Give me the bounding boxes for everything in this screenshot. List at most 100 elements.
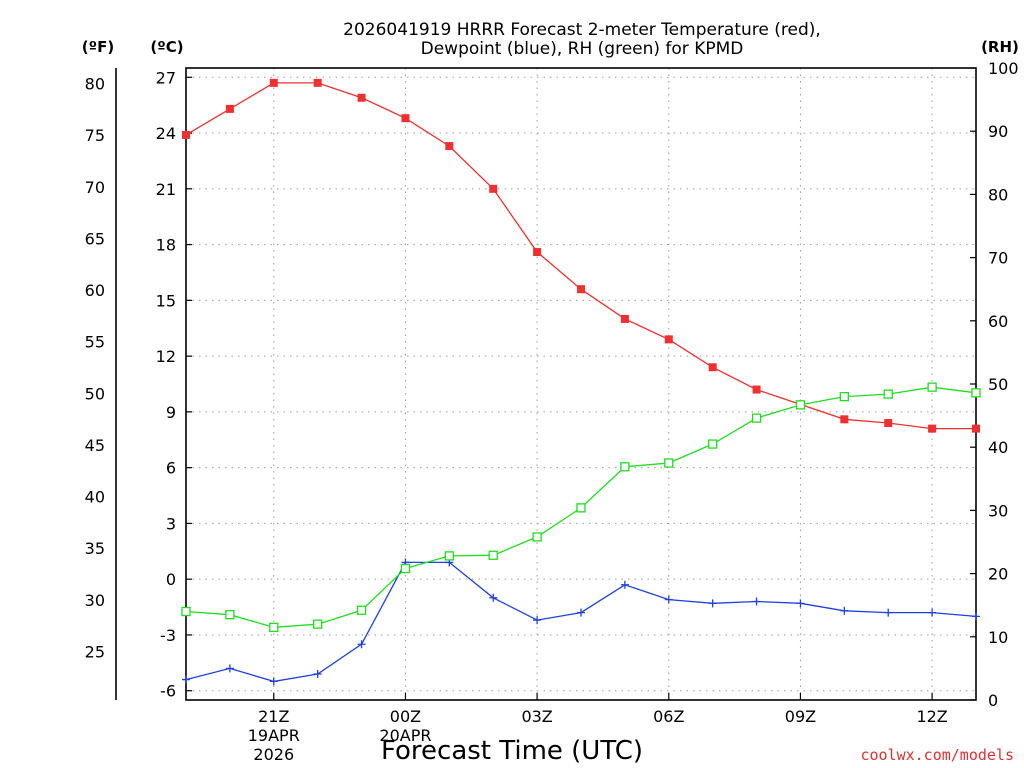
dewpoint-point (884, 608, 893, 617)
rh-tick-label: 100 (988, 59, 1019, 78)
relative-humidity-point (488, 550, 498, 560)
time-tick-label: 00Z (390, 707, 421, 726)
relative-humidity-point (971, 388, 981, 398)
dewpoint-point (577, 608, 585, 617)
fahrenheit-tick-label: 50 (85, 384, 105, 403)
fahrenheit-axis: 25 30 35 40 45 50 55 60 65 70 75 80 (85, 74, 105, 661)
celsius-tick-label: 6 (166, 459, 176, 478)
temperature-line (185, 82, 976, 430)
time-date-label: 19APR (248, 726, 300, 745)
celsius-tick-label: 12 (156, 347, 176, 366)
x-axis-title: Forecast Time (UTC) (381, 736, 643, 766)
temperature-point (225, 104, 234, 113)
dewpoint-point (533, 616, 542, 625)
dewpoint-point (489, 593, 498, 602)
dewpoint-point (664, 595, 673, 604)
temperature-point (840, 415, 849, 424)
chart-title-line-2: Dewpoint (blue), RH (green) for KPMD (421, 39, 744, 59)
fahrenheit-tick-label: 65 (85, 229, 105, 248)
relative-humidity-point (620, 462, 630, 472)
plot-frame (185, 67, 977, 701)
celsius-tick-label: 18 (156, 236, 176, 255)
relative-humidity-point (708, 439, 718, 449)
celsius-tick-label: 27 (156, 68, 176, 87)
rh-tick-label: 0 (988, 691, 998, 710)
time-tick-label: 12Z (916, 707, 947, 726)
relative-humidity-point (269, 622, 279, 632)
relative-humidity-point (444, 551, 454, 561)
dewpoint-point (225, 664, 234, 673)
dewpoint-point (972, 612, 980, 621)
temperature-point (620, 314, 629, 323)
rh-tick-label: 50 (988, 375, 1008, 394)
relative-humidity-point (400, 563, 411, 574)
temperature-point (972, 424, 980, 433)
dewpoint-point (796, 599, 805, 608)
temperature-point (182, 130, 190, 139)
temperature-point (577, 285, 585, 294)
dewpoint-point (752, 597, 761, 606)
grid-lines (186, 68, 976, 700)
relative-humidity-point (313, 619, 323, 629)
rh-tick-label: 10 (988, 628, 1008, 647)
rh-tick-label: 70 (988, 249, 1008, 268)
relative-humidity-point (225, 610, 235, 620)
fahrenheit-tick-label: 30 (85, 591, 105, 610)
rh-axis: 0 10 20 30 40 50 60 70 80 90 100 (970, 59, 1019, 710)
celsius-tick-label: 3 (166, 514, 176, 533)
temperature-series (182, 78, 980, 433)
celsius-unit-label: (ºC) (150, 38, 183, 56)
time-tick-label: 03Z (521, 707, 552, 726)
temperature-point (884, 419, 893, 428)
celsius-tick-label: -3 (160, 626, 176, 645)
dewpoint-point (313, 669, 322, 678)
relative-humidity-point (664, 458, 674, 468)
celsius-tick-label: 0 (166, 570, 176, 589)
dewpoint-series (182, 558, 980, 686)
relative-humidity-point (576, 503, 586, 513)
time-date-label: 20APR (379, 726, 431, 745)
dewpoint-point (357, 640, 366, 649)
time-tick-label: 21Z (258, 707, 289, 726)
dewpoint-point (182, 675, 190, 684)
rh-tick-label: 60 (988, 312, 1008, 331)
relative-humidity-series (181, 382, 981, 632)
rh-tick-label: 20 (988, 565, 1008, 584)
fahrenheit-tick-label: 35 (85, 539, 105, 558)
temperature-point (445, 142, 454, 151)
source-credit: coolwx.com/models (860, 746, 1014, 764)
celsius-tick-label: 24 (156, 124, 176, 143)
fahrenheit-unit-label: (ºF) (82, 38, 114, 56)
rh-tick-label: 40 (988, 438, 1008, 457)
rh-unit-label: (RH) (981, 38, 1019, 56)
relative-humidity-point (532, 532, 542, 542)
fahrenheit-tick-label: 55 (85, 333, 105, 352)
fahrenheit-tick-label: 40 (85, 488, 105, 507)
fahrenheit-tick-label: 70 (85, 178, 105, 197)
celsius-tick-label: 21 (156, 180, 176, 199)
rh-tick-label: 80 (988, 185, 1008, 204)
relative-humidity-point (356, 605, 367, 615)
temperature-point (401, 114, 410, 123)
temperature-point (708, 363, 717, 372)
series-layer (181, 78, 981, 686)
celsius-tick-label: 15 (156, 291, 176, 310)
relative-humidity-point (927, 382, 937, 392)
relative-humidity-point (839, 391, 849, 402)
dewpoint-point (269, 677, 278, 686)
fahrenheit-tick-label: 80 (85, 74, 105, 93)
temperature-point (269, 78, 278, 87)
temperature-point (357, 93, 366, 102)
time-tick-label: 06Z (653, 707, 684, 726)
temperature-point (313, 78, 322, 87)
dewpoint-point (620, 580, 629, 589)
rh-tick-label: 90 (988, 122, 1008, 141)
relative-humidity-point (181, 606, 191, 617)
relative-humidity-point (751, 413, 762, 423)
fahrenheit-tick-label: 25 (85, 642, 105, 661)
dewpoint-point (928, 608, 937, 617)
temperature-point (928, 424, 937, 433)
celsius-tick-label: 9 (166, 403, 176, 422)
fahrenheit-tick-label: 75 (85, 126, 105, 145)
